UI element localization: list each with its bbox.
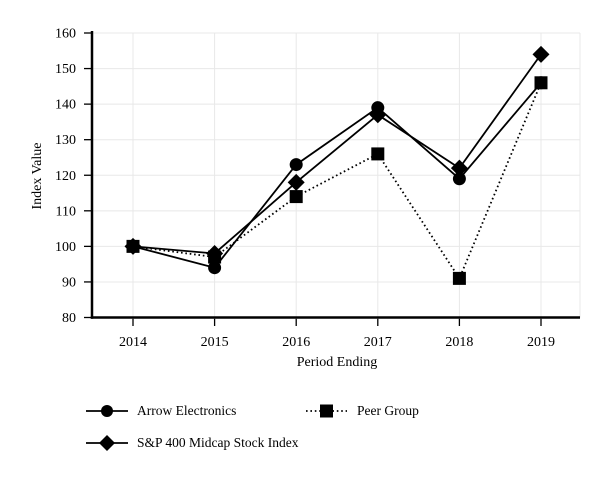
data-point-diamond: [450, 159, 468, 177]
y-tick-label: 80: [62, 311, 76, 326]
data-point-diamond: [287, 173, 305, 191]
y-tick-label: 110: [56, 204, 76, 219]
y-tick-labels: 80 90 100 110 120 130 140 150 160: [55, 27, 76, 327]
data-point-square: [208, 250, 222, 264]
data-point-circle: [452, 172, 466, 186]
data-point-square: [289, 190, 303, 204]
series-s-p-400-midcap-stock-index: [124, 45, 550, 262]
data-point-diamond: [532, 45, 550, 63]
data-series: [124, 45, 550, 285]
x-tick-label: 2018: [445, 335, 473, 350]
legend-label: Arrow Electronics: [137, 403, 237, 418]
data-point-circle: [289, 158, 303, 172]
series-line-s-p-400-midcap-stock-index: [132, 53, 542, 255]
square-marker-icon: [306, 403, 347, 419]
series-line-peer-group: [132, 82, 542, 281]
y-tick-label: 160: [55, 27, 76, 42]
y-tick-label: 120: [55, 169, 76, 184]
x-tick-label: 2015: [201, 335, 229, 350]
y-tick-label: 140: [55, 98, 76, 113]
axis-ticks: [84, 32, 542, 326]
legend-item-sp400-midcap: S&P 400 Midcap Stock Index: [86, 431, 299, 455]
data-point-square: [371, 147, 385, 161]
legend-item-arrow-electronics: Arrow Electronics: [86, 399, 236, 423]
x-tick-label: 2017: [364, 335, 392, 350]
diamond-marker-icon: [86, 434, 128, 452]
legend-item-peer-group: Peer Group: [306, 399, 419, 423]
y-axis-title: Index Value: [30, 143, 45, 210]
series-line-arrow-electronics: [132, 82, 542, 269]
circle-marker-icon: [86, 403, 128, 419]
data-point-diamond: [369, 106, 387, 124]
y-tick-label: 100: [55, 240, 76, 255]
legend-label: Peer Group: [357, 403, 419, 418]
series-peer-group: [126, 76, 548, 285]
x-tick-label: 2014: [119, 335, 147, 350]
y-tick-label: 150: [55, 62, 76, 77]
data-point-square: [126, 239, 140, 253]
y-tick-label: 90: [62, 275, 76, 290]
x-axis-title: Period Ending: [297, 355, 378, 370]
y-tick-label: 130: [55, 133, 76, 148]
data-point-square: [452, 271, 466, 285]
x-tick-label: 2019: [527, 335, 555, 350]
x-tick-label: 2016: [282, 335, 310, 350]
data-point-square: [534, 76, 548, 90]
data-point-circle: [208, 261, 222, 275]
x-tick-labels: 2014 2015 2016 2017 2018 2019: [119, 335, 555, 350]
legend-label: S&P 400 Midcap Stock Index: [137, 435, 299, 450]
